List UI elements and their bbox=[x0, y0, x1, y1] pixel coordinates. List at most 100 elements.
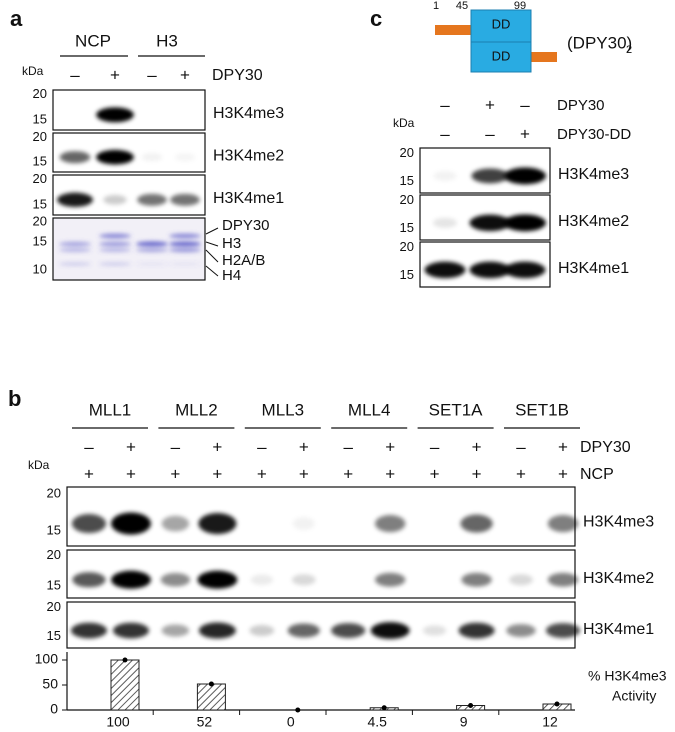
sign: + bbox=[558, 464, 568, 483]
band bbox=[70, 622, 108, 639]
band bbox=[170, 193, 200, 206]
kda-label: kDa bbox=[22, 64, 44, 78]
blot-label: H3K4me3 bbox=[558, 166, 629, 183]
panel-label: b bbox=[8, 386, 21, 411]
band bbox=[161, 515, 190, 532]
band bbox=[197, 570, 238, 589]
band bbox=[375, 572, 406, 587]
dd-box bbox=[470, 9, 532, 43]
mean-dot bbox=[208, 681, 214, 687]
sign: – bbox=[516, 437, 526, 456]
group-label: SET1A bbox=[429, 400, 484, 419]
y-tick-label: 0 bbox=[50, 701, 58, 717]
band bbox=[174, 153, 196, 162]
band bbox=[169, 233, 201, 239]
sign: – bbox=[84, 437, 94, 456]
band bbox=[433, 217, 457, 228]
sign: + bbox=[126, 437, 136, 456]
value-label: 12 bbox=[542, 714, 558, 730]
band bbox=[469, 261, 511, 279]
sign: + bbox=[472, 437, 482, 456]
band bbox=[547, 572, 579, 587]
band bbox=[423, 625, 447, 636]
band bbox=[111, 570, 151, 589]
marker: 20 bbox=[47, 599, 61, 614]
blot-label: H3K4me1 bbox=[558, 260, 629, 277]
complex-sub: 2 bbox=[626, 44, 632, 56]
blot-label: H3K4me2 bbox=[583, 570, 654, 587]
sign: + bbox=[485, 95, 495, 114]
panel-label: a bbox=[10, 6, 23, 31]
sign: + bbox=[385, 464, 395, 483]
marker: 15 bbox=[33, 111, 47, 126]
band bbox=[169, 241, 201, 247]
marker: 15 bbox=[33, 154, 47, 169]
rule bbox=[205, 249, 219, 263]
band bbox=[370, 622, 410, 639]
marker: 20 bbox=[47, 547, 61, 562]
band bbox=[249, 625, 275, 636]
sign: + bbox=[110, 65, 120, 84]
band bbox=[72, 572, 106, 588]
rule bbox=[205, 241, 219, 247]
y-tick-label: 50 bbox=[42, 676, 58, 692]
band bbox=[141, 153, 163, 162]
blot-label: H3K4me3 bbox=[583, 514, 654, 531]
row-label: DPY30 bbox=[557, 97, 605, 114]
band bbox=[461, 572, 492, 587]
sign: – bbox=[343, 437, 353, 456]
bar bbox=[196, 683, 226, 711]
sign: + bbox=[212, 437, 222, 456]
sign: + bbox=[126, 464, 136, 483]
band bbox=[458, 622, 495, 639]
marker: 10 bbox=[33, 261, 47, 276]
row-label: DPY30 bbox=[580, 439, 631, 456]
band bbox=[433, 171, 457, 181]
band bbox=[112, 622, 150, 639]
marker: 20 bbox=[33, 129, 47, 144]
group-label: MLL3 bbox=[262, 400, 305, 419]
group-label: SET1B bbox=[515, 400, 569, 419]
band bbox=[71, 514, 107, 534]
rule bbox=[205, 265, 219, 277]
marker: 15 bbox=[400, 267, 414, 282]
box-label: DD bbox=[492, 48, 511, 63]
marker: 15 bbox=[400, 220, 414, 235]
rule bbox=[205, 227, 219, 235]
band bbox=[57, 192, 93, 207]
band bbox=[504, 261, 546, 279]
band-label: H2A/B bbox=[222, 252, 265, 269]
band bbox=[471, 168, 509, 184]
band bbox=[375, 515, 406, 533]
marker: 20 bbox=[400, 192, 414, 207]
blot-label: H3K4me1 bbox=[583, 621, 654, 638]
band bbox=[96, 107, 134, 123]
sign: – bbox=[171, 437, 181, 456]
row-label: DPY30 bbox=[212, 67, 263, 84]
band bbox=[509, 574, 533, 586]
domain-bar bbox=[435, 25, 471, 35]
kda-label: kDa bbox=[393, 116, 415, 130]
sign: – bbox=[520, 95, 530, 114]
sign: + bbox=[343, 464, 353, 483]
band bbox=[96, 149, 134, 165]
blot-label: H3K4me2 bbox=[558, 213, 629, 230]
box-label: DD bbox=[492, 16, 511, 31]
sign: + bbox=[558, 437, 568, 456]
complex-label: (DPY30) bbox=[567, 33, 632, 52]
y-tick-label: 100 bbox=[35, 651, 59, 667]
blot bbox=[66, 549, 576, 599]
mean-dot bbox=[122, 657, 128, 663]
sign: + bbox=[170, 464, 180, 483]
marker: 15 bbox=[33, 196, 47, 211]
band bbox=[136, 241, 168, 247]
band bbox=[331, 623, 366, 638]
mean-dot bbox=[295, 707, 301, 713]
band-label: DPY30 bbox=[222, 217, 270, 234]
sign: – bbox=[257, 437, 267, 456]
sign: – bbox=[440, 124, 450, 143]
bar bbox=[110, 659, 140, 711]
sign: – bbox=[485, 124, 495, 143]
group-label: MLL4 bbox=[348, 400, 391, 419]
legend-text: Activity bbox=[612, 688, 656, 704]
